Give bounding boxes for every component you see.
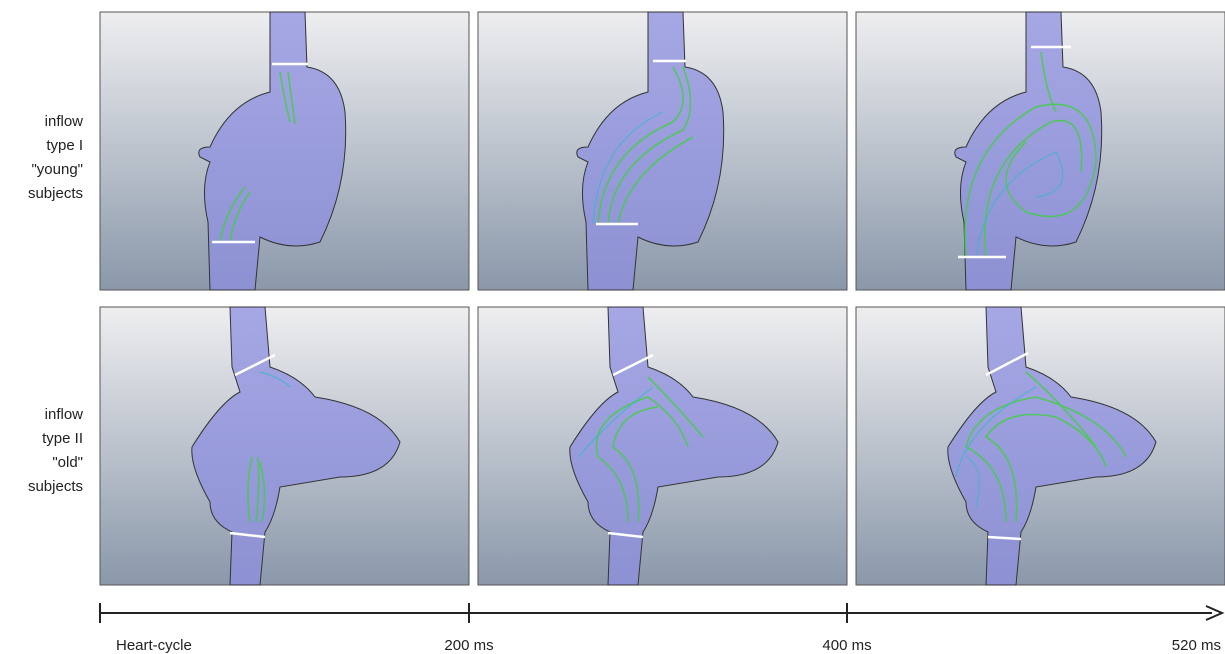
timeline-label: 520 ms [1172,637,1221,654]
timeline-label: 400 ms [822,637,871,654]
timeline-label: 200 ms [444,637,493,654]
row-label: inflow type I "young" subjects inflow ty… [28,113,83,495]
panel [856,12,1225,290]
row-label-line: "young" [31,161,83,178]
figure: inflow type I "young" subjects inflow ty… [0,0,1225,654]
row-label-line: type II [42,430,83,447]
timeline-label: Heart-cycle [116,637,192,654]
panel [100,12,469,290]
row-label-line: inflow [45,406,84,423]
panel [100,307,469,585]
panel [478,307,847,585]
row-label-line: subjects [28,185,83,202]
row-label-line: inflow [45,113,84,130]
row-label-line: "old" [52,454,83,471]
row-label-line: type I [46,137,83,154]
row-label-line: subjects [28,478,83,495]
timeline [100,603,1222,623]
panel [856,307,1225,585]
panel [478,12,847,290]
